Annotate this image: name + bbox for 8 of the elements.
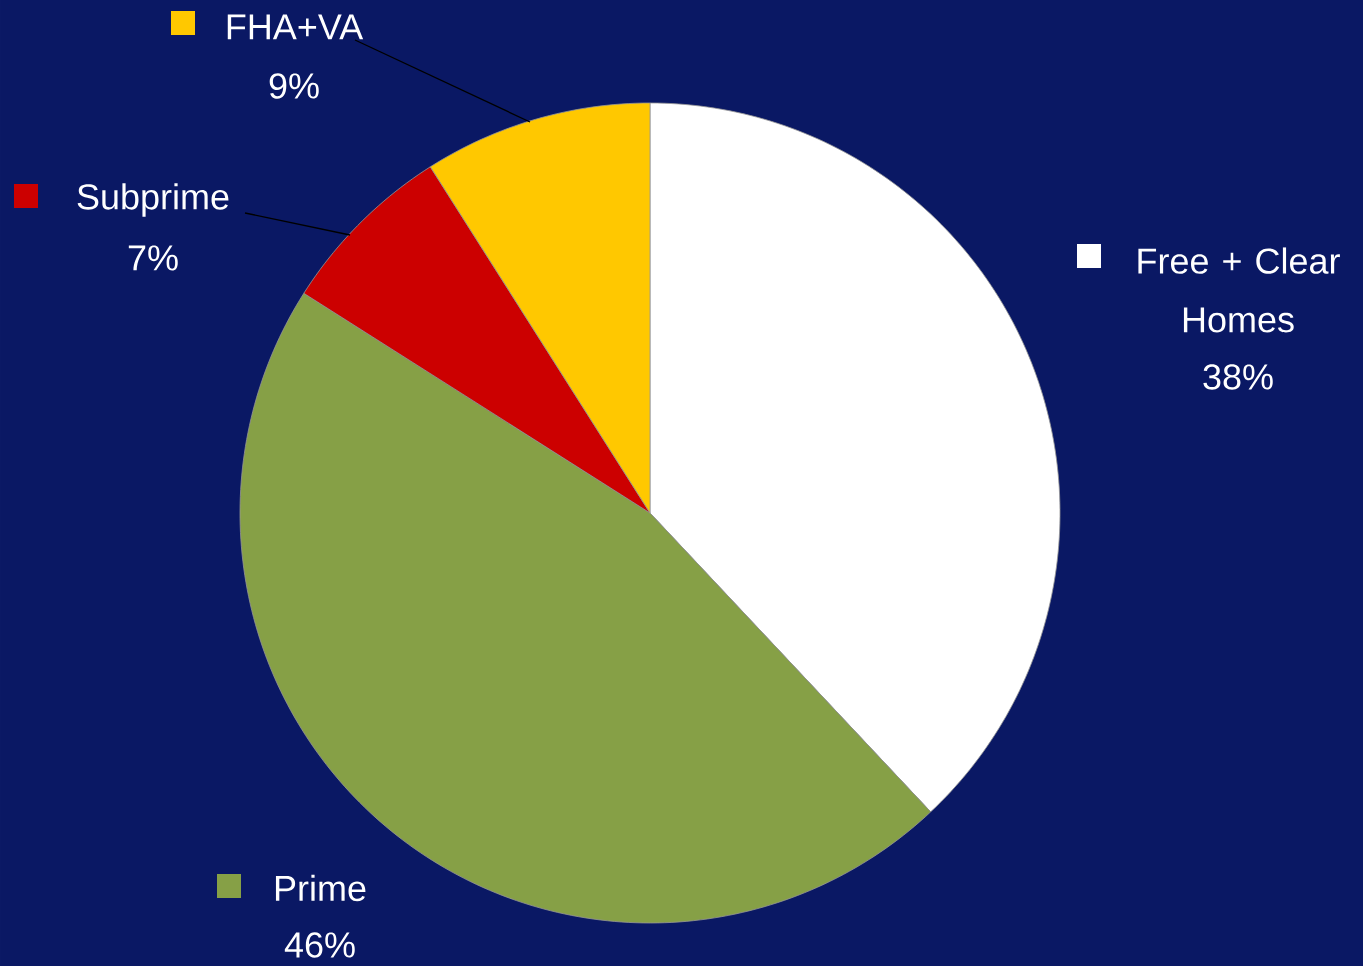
legend-label: Free + Clear Homes xyxy=(1138,247,1340,333)
data-label: 7% xyxy=(128,245,178,271)
legend-label: Subprime xyxy=(77,183,229,217)
data-label: 46% xyxy=(284,932,355,958)
data-label: 38% xyxy=(1203,364,1273,390)
legend-label: Prime xyxy=(275,874,366,902)
legend-label: FHA+VA xyxy=(227,14,364,40)
data-label: 9% xyxy=(269,73,319,99)
